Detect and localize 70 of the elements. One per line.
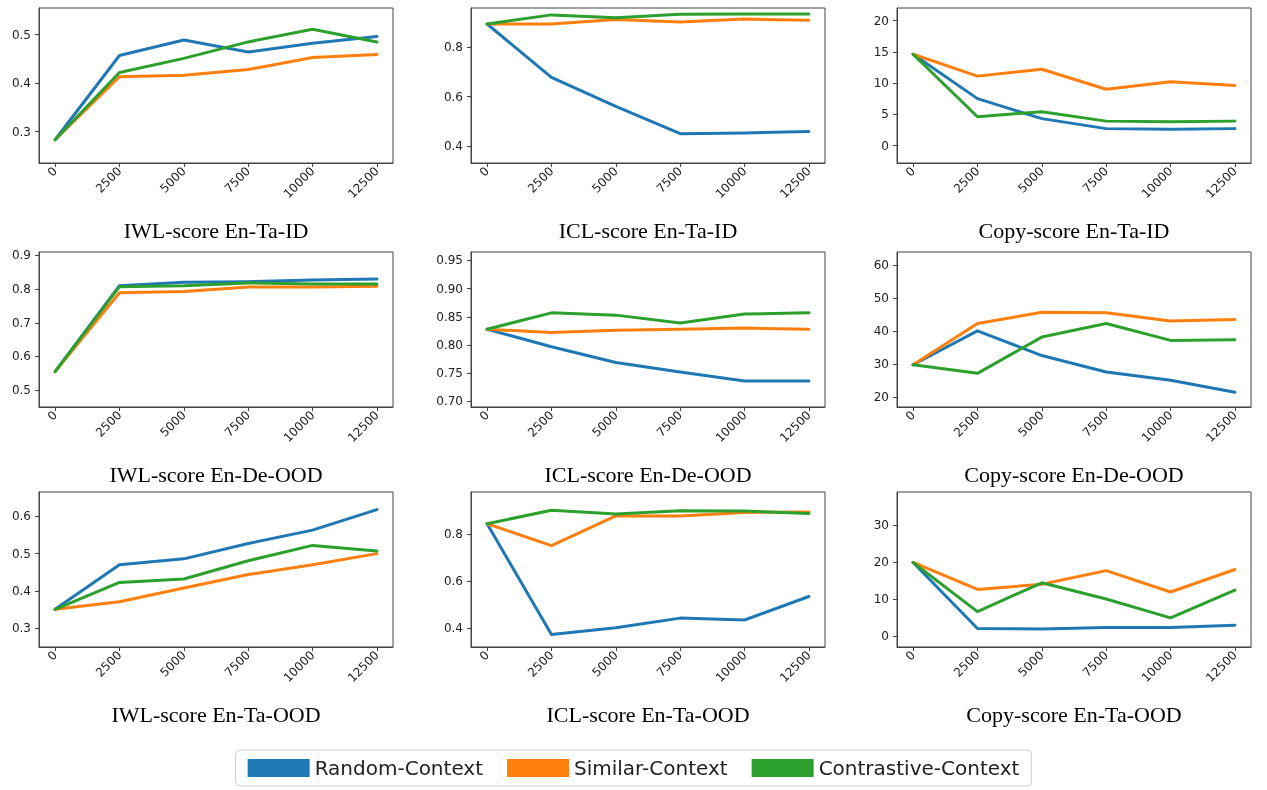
y-tick-label: 0.4 — [11, 583, 31, 598]
y-tick-label: 40 — [873, 324, 889, 339]
x-tick-label: 0 — [476, 648, 493, 664]
y-tick-label: 20 — [873, 390, 889, 405]
y-tick-label: 0.9 — [11, 248, 31, 263]
x-tick-label: 0 — [902, 648, 919, 664]
x-tick-label: 0 — [44, 408, 61, 424]
y-tick-label: 20 — [873, 555, 889, 570]
x-tick-label: 0 — [902, 408, 919, 424]
legend-label: Contrastive-Context — [818, 756, 1020, 780]
y-tick-label: 0.5 — [11, 546, 31, 561]
y-tick-label: 0.8 — [443, 40, 463, 55]
x-axis-title: Copy-score En-Ta-OOD — [966, 701, 1182, 727]
y-tick-label: 0.70 — [436, 394, 463, 409]
y-tick-label: 30 — [873, 357, 889, 372]
y-tick-label: 0.80 — [436, 338, 463, 352]
y-tick-label: 0.7 — [11, 315, 31, 330]
x-axis-title: Copy-score En-De-OOD — [964, 461, 1184, 487]
line-series — [485, 522, 811, 637]
x-axis-title: ICL-score En-De-OOD — [544, 461, 752, 487]
x-axis-title: Copy-score En-Ta-ID — [978, 217, 1170, 243]
y-tick-label: 0.6 — [11, 349, 31, 364]
y-tick-label: 0.3 — [11, 621, 31, 636]
y-tick-label: 0.8 — [443, 527, 463, 542]
y-tick-label: 0.95 — [436, 253, 463, 268]
y-tick-label: 0.6 — [11, 509, 31, 524]
line-series — [485, 22, 811, 136]
line-series — [911, 52, 1237, 91]
y-tick-label: 0.85 — [436, 309, 463, 324]
y-tick-label: 0.75 — [436, 366, 463, 381]
y-tick-label: 0.6 — [443, 574, 463, 589]
legend-label: Random-Context — [314, 756, 484, 780]
y-tick-label: 0 — [881, 628, 889, 643]
y-tick-label: 20 — [873, 13, 889, 28]
line-series — [911, 560, 1237, 620]
y-tick-label: 60 — [873, 258, 889, 273]
y-tick-label: 0.4 — [443, 138, 463, 153]
y-tick-label: 30 — [873, 518, 889, 533]
x-tick-label: 0 — [476, 164, 493, 180]
y-tick-label: 0.4 — [443, 621, 463, 636]
x-tick-label: 0 — [476, 408, 493, 424]
y-tick-label: 10 — [873, 76, 889, 90]
y-tick-label: 5 — [881, 107, 889, 122]
x-axis-title: IWL-score En-De-OOD — [109, 461, 323, 487]
line-series — [485, 12, 811, 26]
y-tick-label: 0.5 — [11, 383, 31, 398]
y-tick-label: 0.3 — [11, 124, 31, 139]
y-tick-label: 50 — [873, 291, 889, 306]
legend-label: Similar-Context — [574, 756, 728, 780]
line-series — [911, 310, 1237, 367]
line-series — [911, 560, 1237, 594]
y-tick-label: 0.4 — [11, 76, 31, 91]
y-tick-label: 0.5 — [11, 27, 31, 42]
line-series — [911, 322, 1237, 375]
y-tick-label: 0 — [881, 138, 889, 153]
x-tick-label: 0 — [44, 648, 61, 664]
y-tick-label: 15 — [873, 44, 889, 59]
x-axis-title: IWL-score En-Ta-OOD — [111, 701, 321, 727]
y-tick-label: 0.90 — [436, 281, 463, 296]
line-series — [485, 508, 811, 526]
x-axis-title: ICL-score En-Ta-OOD — [546, 701, 750, 727]
x-axis-title: IWL-score En-Ta-ID — [123, 217, 309, 243]
line-series — [911, 560, 1237, 631]
y-tick-label: 0.6 — [443, 89, 463, 104]
x-axis-title: ICL-score En-Ta-ID — [558, 217, 738, 243]
x-tick-label: 0 — [902, 164, 919, 180]
x-tick-label: 0 — [44, 164, 61, 180]
y-tick-label: 0.8 — [11, 282, 31, 297]
line-series — [485, 311, 811, 331]
y-tick-label: 10 — [873, 592, 889, 607]
